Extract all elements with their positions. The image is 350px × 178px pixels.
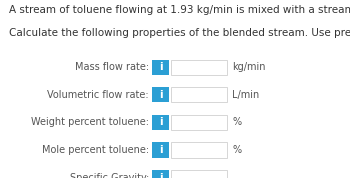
FancyBboxPatch shape [171, 170, 227, 178]
Text: i: i [159, 145, 162, 155]
Text: Specific Gravity:: Specific Gravity: [70, 172, 149, 178]
Text: Mass flow rate:: Mass flow rate: [75, 62, 149, 72]
FancyBboxPatch shape [152, 170, 169, 178]
Text: %: % [232, 145, 241, 155]
Text: Weight percent toluene:: Weight percent toluene: [31, 117, 149, 127]
FancyBboxPatch shape [152, 142, 169, 158]
Text: i: i [159, 117, 162, 127]
FancyBboxPatch shape [152, 115, 169, 130]
FancyBboxPatch shape [152, 87, 169, 102]
Text: Calculate the following properties of the blended stream. Use precision in exces: Calculate the following properties of th… [9, 28, 350, 38]
Text: A stream of toluene flowing at 1.93 kg/min is mixed with a stream of n-nonane fl: A stream of toluene flowing at 1.93 kg/m… [9, 5, 350, 15]
FancyBboxPatch shape [171, 87, 227, 102]
Text: i: i [159, 62, 162, 72]
FancyBboxPatch shape [171, 142, 227, 158]
Text: Volumetric flow rate:: Volumetric flow rate: [47, 90, 149, 100]
Text: i: i [159, 90, 162, 100]
Text: i: i [159, 172, 162, 178]
FancyBboxPatch shape [171, 60, 227, 75]
FancyBboxPatch shape [171, 115, 227, 130]
Text: %: % [232, 117, 241, 127]
Text: kg/min: kg/min [232, 62, 266, 72]
Text: Mole percent toluene:: Mole percent toluene: [42, 145, 149, 155]
Text: L/min: L/min [232, 90, 259, 100]
FancyBboxPatch shape [152, 60, 169, 75]
